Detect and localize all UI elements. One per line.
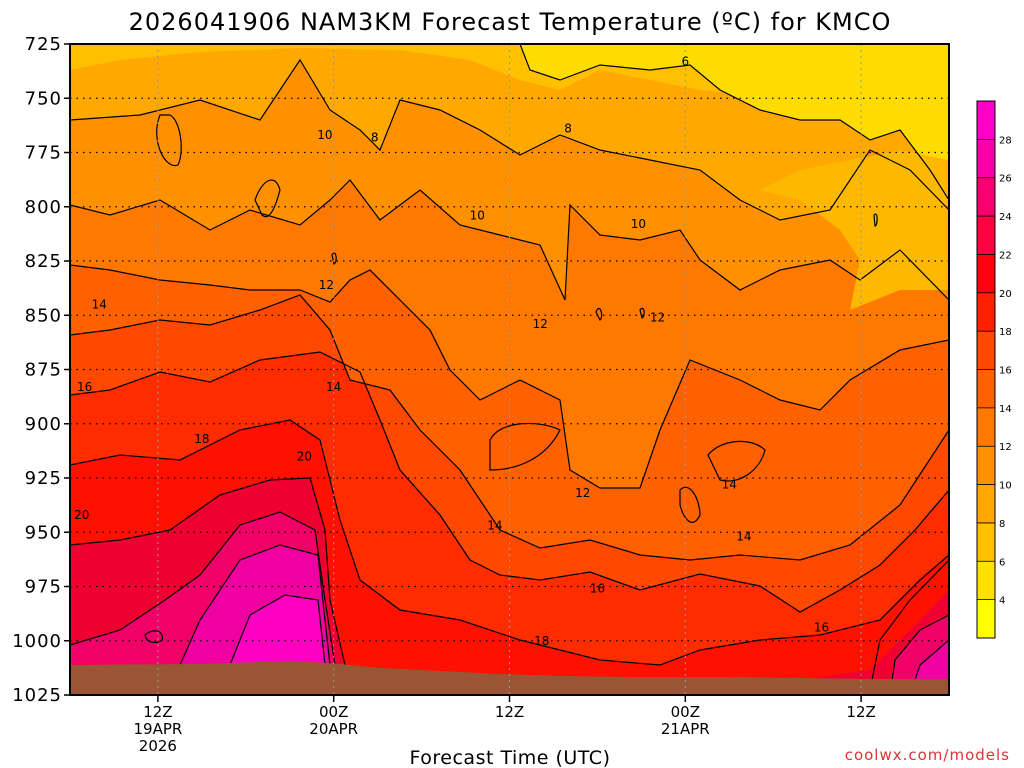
contour-label: 10 [631,217,646,231]
contour-lines [70,44,949,695]
y-tick-label: 1000 [12,631,62,652]
contour-label: 10 [317,128,332,142]
contour-label: 8 [564,122,572,136]
x-tick-label: 12Z [143,703,172,721]
chart-title: 2026041906 NAM3KM Forecast Temperature (… [129,8,892,36]
band-24-26 [180,545,949,695]
contour-labels: 6 10 8 8 10 10 12 12 12 14 14 16 18 20 20 12 14 14 14 16 16 1… [74,54,829,647]
colorbar-swatch [977,561,995,601]
colorbar-tick-label: 28 [999,135,1012,146]
colorbar-tick-label: 24 [999,212,1012,223]
colorbar-tick-label: 6 [999,557,1005,568]
y-tick-label: 850 [25,305,62,326]
contour-label: 18 [534,634,549,648]
contour-label: 14 [326,380,341,394]
contour-label: 10 [470,208,485,222]
y-tick-label: 975 [25,577,62,598]
y-tick-label: 725 [25,34,62,55]
x-tick-label: 00Z [319,703,348,721]
colorbar-swatch [977,369,995,409]
band-26-28 [230,595,325,665]
contour-label: 8 [371,130,379,144]
y-tick-label: 825 [25,251,62,272]
contour-label: 12 [533,317,548,331]
y-tick-label: 800 [25,197,62,218]
y-tick-label: 950 [25,522,62,543]
colorbar-tick-label: 20 [999,289,1012,300]
contour-label: 14 [736,530,751,544]
colorbar: 4 6 8 10 12 14 16 18 20 22 24 26 28 [976,100,1012,639]
credit-text[interactable]: coolwx.com/models [845,746,1010,764]
x-tick-label: 19APR [133,720,182,738]
y-axis: 725 750 775 800 825 850 875 900 925 950 975 1000 102… [12,34,70,706]
band-cool-pocket [760,150,949,310]
colorbar-tick-label: 14 [999,404,1012,415]
colorbar-tick-label: 16 [999,366,1012,377]
colorbar-swatch [977,177,995,217]
y-tick-label: 900 [25,414,62,435]
contour-label: 18 [194,432,209,446]
y-tick-label: 1025 [12,685,62,706]
x-axis-label: Forecast Time (UTC) [410,747,611,768]
colorbar-tick-label: 18 [999,327,1012,338]
contour-label: 14 [487,519,502,533]
contour-label: 16 [590,582,605,596]
x-tick-label: 20APR [309,720,358,738]
colorbar-swatch [977,331,995,370]
contour-label: 16 [77,380,92,394]
contour-label: 12 [575,486,590,500]
contour-label: 16 [814,621,829,635]
contour-label: 12 [319,278,334,292]
x-tick-label: 12Z [846,703,875,721]
colorbar-tick-label: 8 [999,519,1005,530]
colorbar-tick-label: 10 [999,481,1012,492]
x-tick-label: 12Z [495,703,524,721]
contour-label: 14 [722,478,737,492]
colorbar-swatch [977,254,995,294]
contour-label: 14 [92,297,107,311]
colorbar-swatch [977,139,995,179]
colorbar-swatch [977,446,995,486]
colorbar-tick-label: 4 [999,596,1005,607]
colorbar-swatch [977,292,995,332]
grid-lines [70,44,949,695]
colorbar-swatch [977,522,995,562]
colorbar-tick-label: 12 [999,442,1012,453]
x-tick-label: 21APR [661,720,710,738]
x-tick-label: 00Z [671,703,700,721]
y-tick-label: 875 [25,360,62,381]
x-tick-label: 2026 [139,737,177,755]
y-tick-label: 925 [25,468,62,489]
colorbar-swatch [977,484,995,524]
contour-label: 20 [74,508,89,522]
colorbar-tick-label: 22 [999,250,1012,261]
y-tick-label: 775 [25,143,62,164]
ground-below-surface [70,661,949,695]
colorbar-swatch [977,216,995,255]
band-2-4 [520,44,949,200]
colorbar-tick-label: 26 [999,174,1012,185]
contour-label: 20 [297,449,312,463]
contour-label: 6 [681,54,689,68]
colorbar-swatch [977,101,995,140]
colorbar-swatch [977,407,995,447]
contour-label: 12 [650,310,665,324]
y-tick-label: 750 [25,88,62,109]
colorbar-swatch [977,599,995,639]
